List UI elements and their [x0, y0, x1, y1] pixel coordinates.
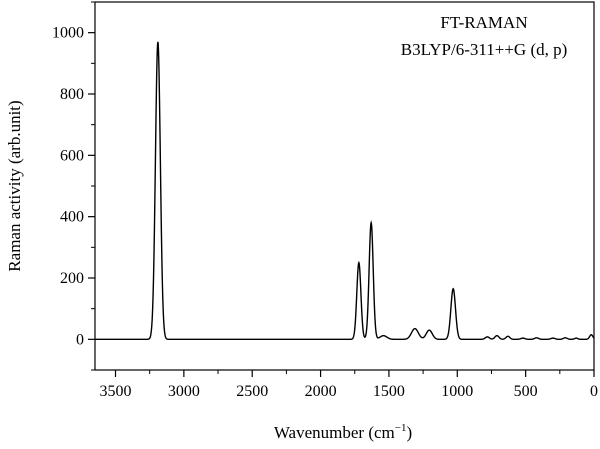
- annotation-ft-raman: FT-RAMAN: [440, 13, 527, 32]
- y-tick-label: 200: [60, 270, 84, 287]
- spectrum-line: [95, 41, 595, 341]
- x-tick-label: 3500: [100, 383, 132, 400]
- x-axis-title: Wavenumber (cm−1): [274, 422, 412, 442]
- x-tick-label: 1500: [373, 383, 405, 400]
- x-tick-label: 0: [590, 383, 598, 400]
- y-tick-label: 400: [60, 209, 84, 226]
- x-tick-label: 1000: [441, 383, 473, 400]
- x-axis-title-close: ): [406, 423, 412, 442]
- x-axis-title-superscript: −1: [395, 422, 407, 434]
- x-axis: 3500 3000 2500 2000 1500 1000 500 0: [100, 370, 598, 400]
- annotation-method: B3LYP/6-311++G (d, p): [401, 40, 568, 59]
- x-tick-label: 2500: [236, 383, 268, 400]
- y-axis-title: Raman activity (arb.unit): [5, 100, 24, 271]
- y-tick-label: 800: [60, 86, 84, 103]
- y-axis: 0 200 400 600 800 1000: [52, 1, 95, 371]
- y-tick-label: 600: [60, 147, 84, 164]
- x-tick-label: 2000: [305, 383, 337, 400]
- y-tick-label: 0: [76, 331, 84, 348]
- y-tick-label: 1000: [52, 25, 84, 42]
- x-tick-label: 3000: [168, 383, 200, 400]
- x-tick-label: 500: [514, 383, 538, 400]
